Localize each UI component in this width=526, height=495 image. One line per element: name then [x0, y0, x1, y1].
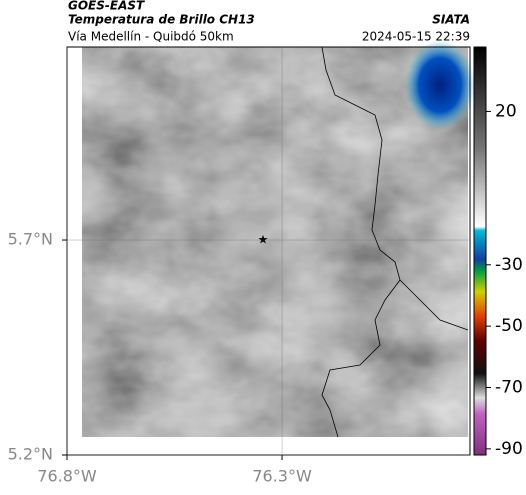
colorbar-label: 20	[495, 101, 517, 121]
y-tick-label: 5.7°N	[8, 230, 53, 249]
satellite-image	[82, 47, 468, 437]
y-tick-label: 5.2°N	[8, 445, 53, 464]
colorbar-label: -70	[495, 378, 523, 398]
colorbar-label: -30	[495, 255, 523, 275]
x-tick-label: 76.3°W	[252, 467, 312, 486]
x-tick-label: 76.8°W	[37, 467, 97, 486]
image-tint	[82, 47, 468, 437]
route: Vía Medellín - Quibdó 50km	[68, 30, 234, 44]
datetime: 2024-05-15 22:39	[362, 30, 470, 44]
colorbar-label: -90	[495, 439, 523, 459]
colorbar-label: -50	[495, 316, 523, 336]
border	[321, 46, 401, 438]
source: GOES-EAST	[68, 0, 145, 13]
cold-cloud	[405, 40, 475, 130]
border	[399, 279, 469, 331]
product: Temperatura de Brillo CH13	[68, 13, 255, 27]
colorbar	[473, 46, 487, 456]
location-marker: ★	[258, 233, 269, 247]
organization: SIATA	[432, 13, 470, 27]
